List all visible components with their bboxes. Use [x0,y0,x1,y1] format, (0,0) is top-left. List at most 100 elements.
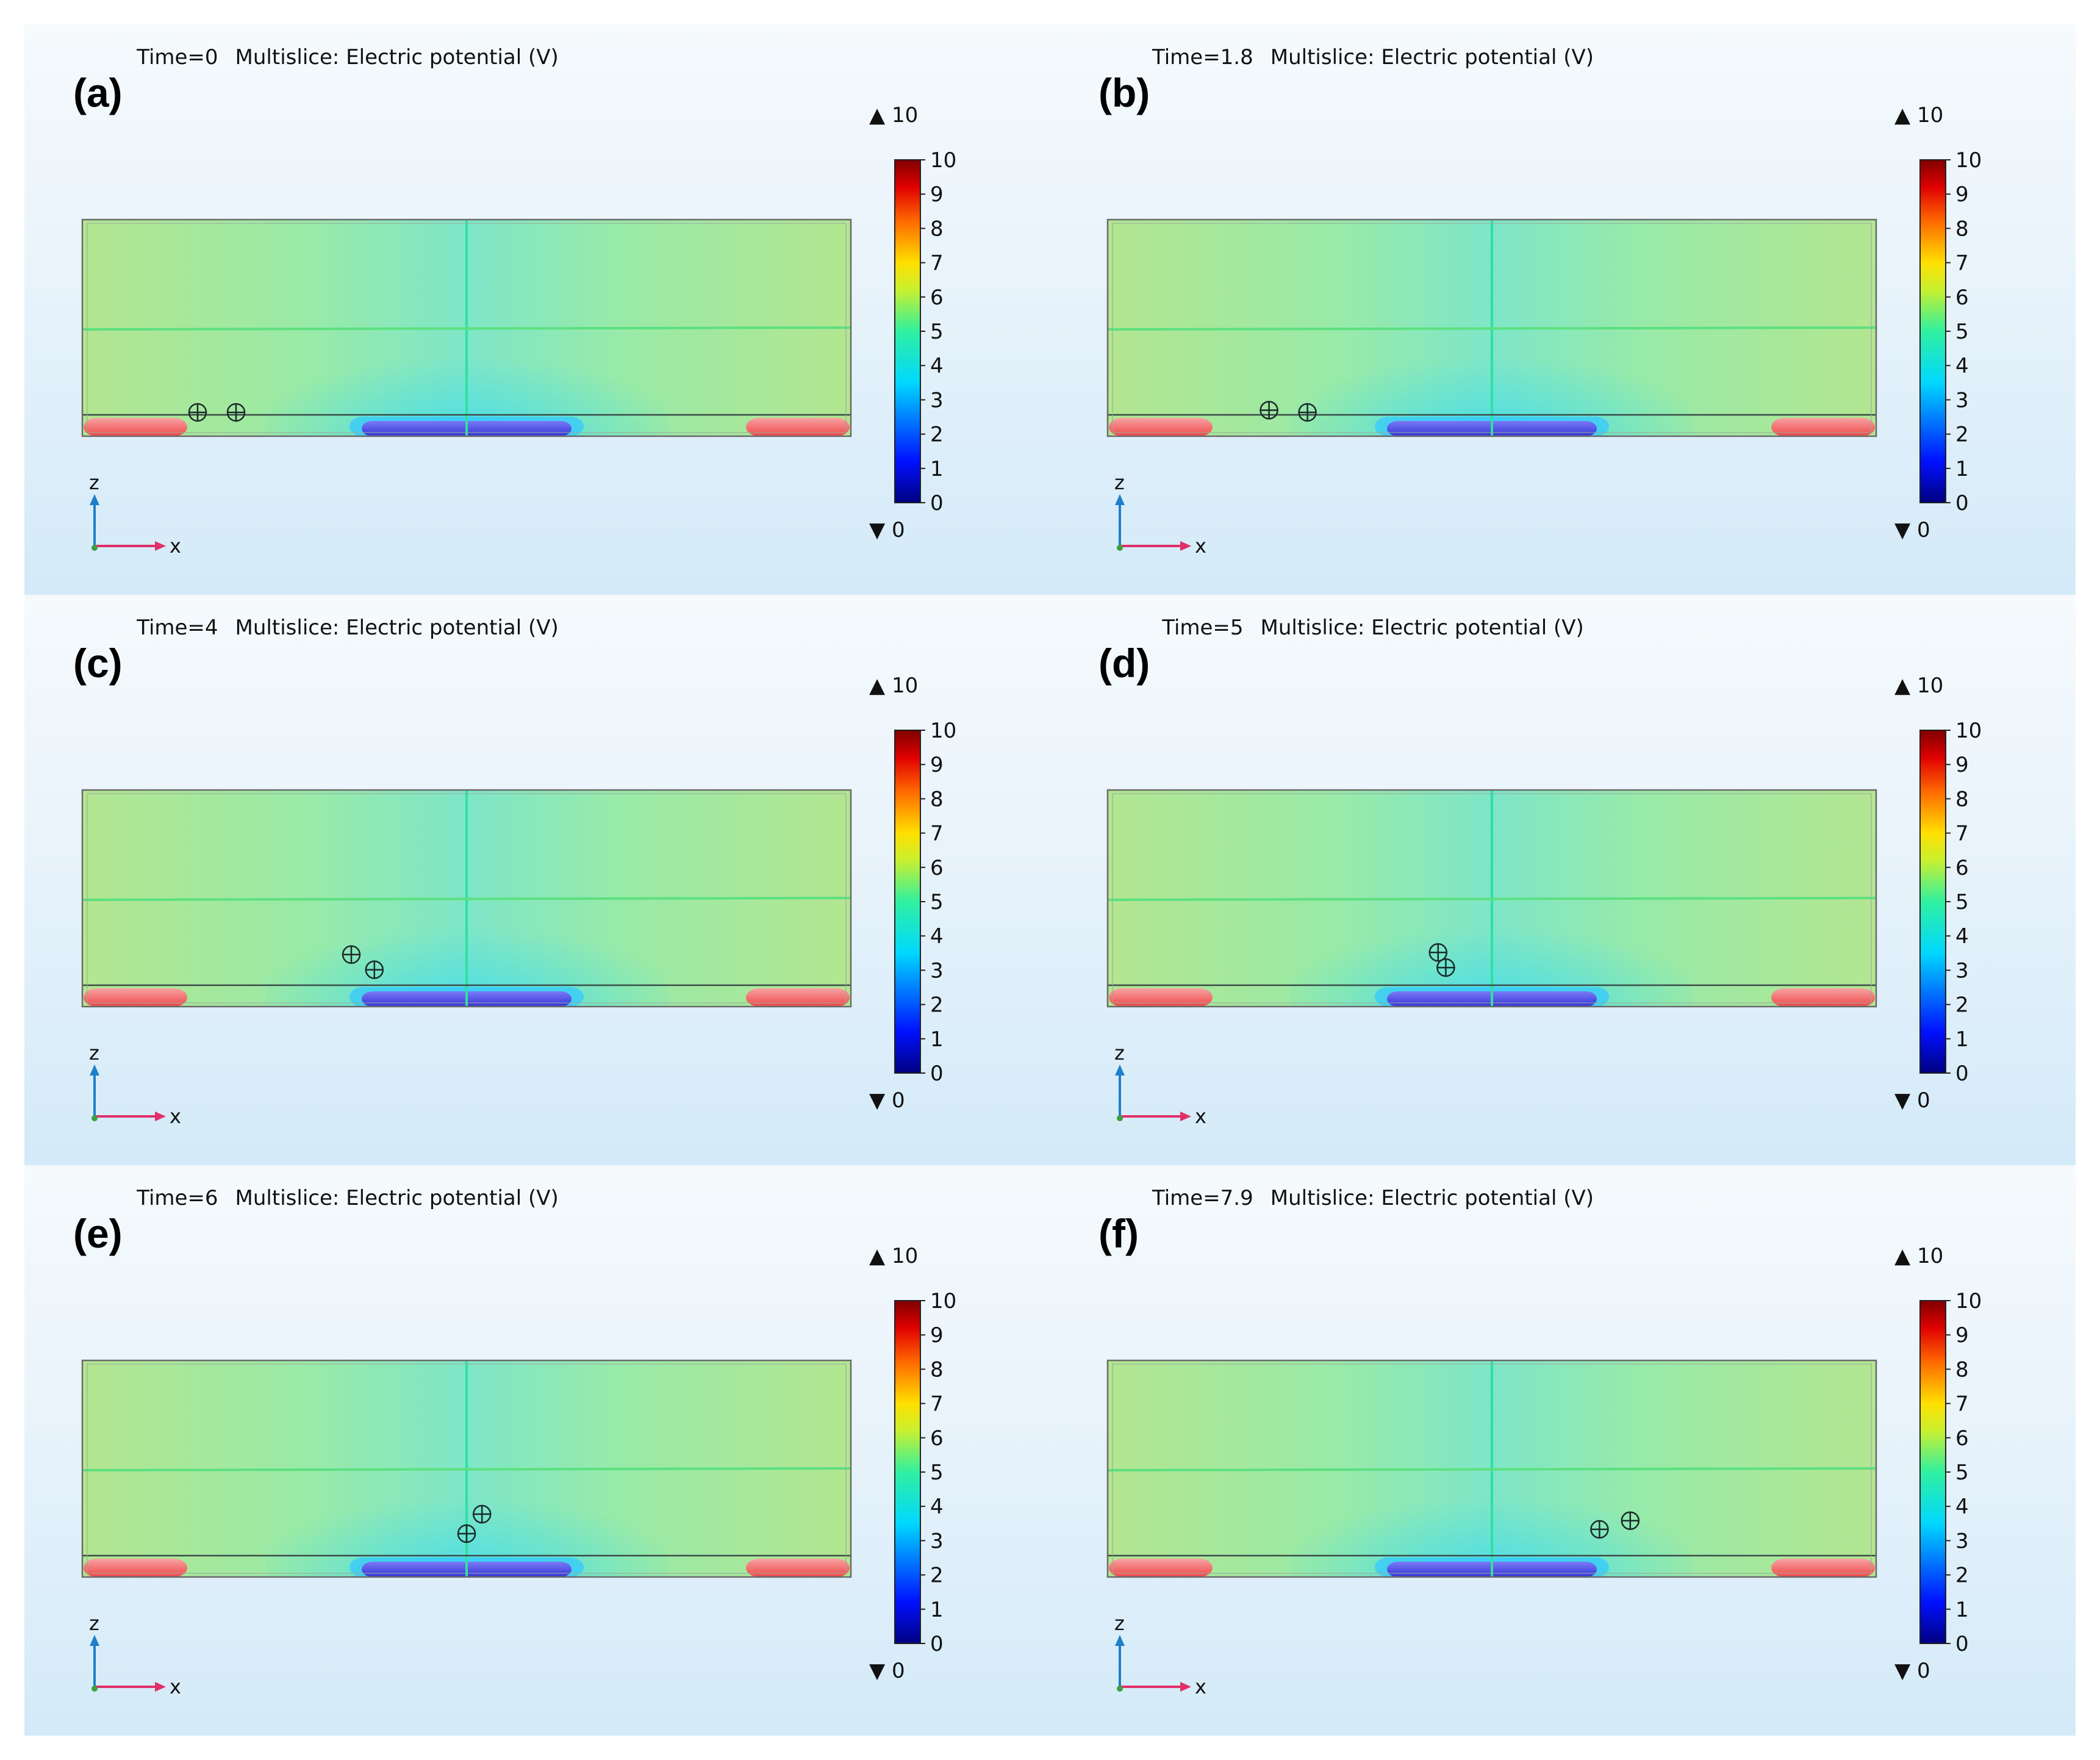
panel-label: (d) [1098,641,1150,686]
colorbar-tick-label: 2 [930,993,944,1018]
colorbar-tick-label: 8 [930,787,944,811]
x-axis-label: x [170,534,181,558]
colorbar-tick-label: 3 [930,1529,944,1553]
colorbar-tick-label: 1 [930,1027,944,1052]
colorbar-tick-label: 0 [930,1061,944,1086]
colorbar-tick-label: 4 [930,1495,944,1519]
colorbar-tick-label: 9 [930,753,944,777]
axis-triad: zx [89,1041,181,1128]
colorbar-tick-label: 0 [1955,1061,1969,1086]
panel-c: Time=4 Multislice: Electric potential (V)… [24,595,1050,1165]
colorbar-tick-label: 10 [930,148,956,173]
colorbar-tick-label: 9 [930,1323,944,1348]
colorbar-tick-label: 3 [930,388,944,412]
particle-2 [226,403,246,422]
colorbar-max-marker: ▲ 10 [869,103,918,128]
colorbar [894,159,921,503]
colorbar-tick-label: 1 [930,1598,944,1622]
colorbar-tick-label: 2 [930,423,944,447]
colorbar-max-marker: ▲ 10 [1894,673,1943,698]
right-electrode [1771,988,1875,1007]
colorbar-tick-label: 9 [1955,182,1969,207]
panel-a: Time=0 Multislice: Electric potential (V)… [24,24,1050,595]
right-electrode [1771,1559,1875,1577]
colorbar-tick-label: 4 [1955,1495,1969,1519]
x-axis-label: x [170,1675,181,1698]
colorbar-tick-label: 2 [1955,423,1969,447]
panel-title: Time=0 Multislice: Electric potential (V) [136,45,559,70]
x-arrow-head [155,1112,166,1121]
colorbar-tick-label: 6 [930,1426,944,1451]
colorbar-tick-label: 0 [1955,1632,1969,1656]
horizontal-slice [1107,326,1877,331]
time-label: Time=4 [136,616,218,640]
left-electrode [84,418,187,436]
x-arrow-head [1180,1682,1191,1692]
colorbar-max-marker: ▲ 10 [869,1244,918,1268]
chart-svg: Time=4 Multislice: Electric potential (V)… [73,616,956,1128]
colorbar-tick-label: 6 [1955,286,1969,310]
colorbar-min-marker: ▼ 0 [1894,518,1930,542]
domain-outline [1106,218,1877,437]
left-electrode [84,1559,187,1577]
colorbar-tick-label: 7 [930,822,944,846]
panel-label: (a) [73,70,123,115]
colorbar-tick-label: 5 [1955,1460,1969,1485]
axis-triad: zx [1114,1041,1206,1128]
panel-label: (f) [1098,1211,1139,1256]
colorbar-tick-label: 5 [930,1460,944,1485]
colorbar-min-marker: ▼ 0 [869,1659,905,1683]
plot-title: Multislice: Electric potential (V) [1261,616,1584,640]
z-axis-label: z [89,471,99,494]
colorbar-tick-label: 4 [930,354,944,378]
colorbar-tick-label: 3 [1955,958,1969,983]
domain-inner-outline [87,1363,847,1574]
colorbar-tick-label: 1 [1955,1598,1969,1622]
colorbar-tick-label: 8 [1955,787,1969,811]
horizontal-slice [82,897,851,901]
domain-outline [1106,1359,1877,1578]
colorbar [894,730,921,1074]
time-label: Time=5 [1161,616,1243,640]
plot-title: Multislice: Electric potential (V) [235,1186,559,1210]
plot-title: Multislice: Electric potential (V) [1270,45,1594,70]
colorbar-tick-label: 5 [930,890,944,914]
colorbar-tick-label: 0 [930,1632,944,1656]
colorbar-tick-label: 10 [930,719,956,743]
colorbar-tick-label: 5 [1955,890,1969,914]
colorbar [894,1300,921,1644]
panel-label: (c) [73,641,123,686]
colorbar-tick-label: 10 [1955,719,1982,743]
x-arrow-head [1180,541,1191,551]
domain-outline [1106,789,1877,1008]
z-arrow-head [90,1635,99,1646]
time-label: Time=7.9 [1152,1186,1253,1210]
domain-inner-outline [87,793,847,1004]
colorbar-tick-label: 3 [1955,1529,1969,1553]
panel-title: Time=1.8 Multislice: Electric potential (… [1152,45,1594,70]
panel-label: (b) [1098,70,1150,115]
x-axis-label: x [170,1105,181,1128]
right-electrode [746,418,850,436]
particle-1 [342,945,361,964]
chart-svg: Time=1.8 Multislice: Electric potential (… [1098,45,1982,558]
x-axis-label: x [1195,1675,1206,1698]
colorbar-max-marker: ▲ 10 [1894,103,1943,128]
panel-e: Time=6 Multislice: Electric potential (V)… [24,1165,1050,1736]
y-axis-dot [1117,1115,1123,1121]
panel-title: Time=7.9 Multislice: Electric potential (… [1152,1186,1594,1210]
right-electrode [746,988,850,1007]
colorbar-tick-label: 8 [930,1357,944,1382]
colorbar-tick-label: 10 [1955,1289,1982,1313]
left-electrode [1109,418,1213,436]
colorbar-tick-label: 6 [1955,1426,1969,1451]
z-arrow-head [1115,1065,1125,1076]
colorbar-tick-label: 2 [1955,1564,1969,1588]
particle-2 [457,1524,476,1543]
panel-title: Time=4 Multislice: Electric potential (V) [136,616,559,640]
colorbar-tick-label: 7 [1955,822,1969,846]
y-axis-dot [91,545,98,551]
z-arrow-head [90,1065,99,1076]
colorbar-tick-label: 5 [1955,320,1969,344]
panel-d: Time=5 Multislice: Electric potential (V)… [1050,595,2076,1165]
